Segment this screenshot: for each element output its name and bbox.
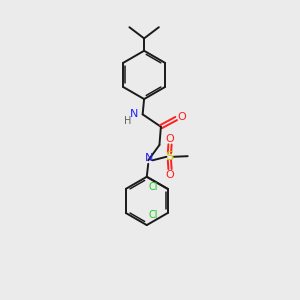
Text: N: N: [130, 109, 139, 119]
Text: O: O: [166, 170, 174, 180]
Text: Cl: Cl: [148, 210, 158, 220]
Text: N: N: [145, 153, 153, 163]
Text: H: H: [124, 116, 131, 126]
Text: S: S: [165, 150, 174, 163]
Text: Cl: Cl: [149, 182, 158, 191]
Text: O: O: [178, 112, 187, 122]
Text: O: O: [166, 134, 174, 143]
